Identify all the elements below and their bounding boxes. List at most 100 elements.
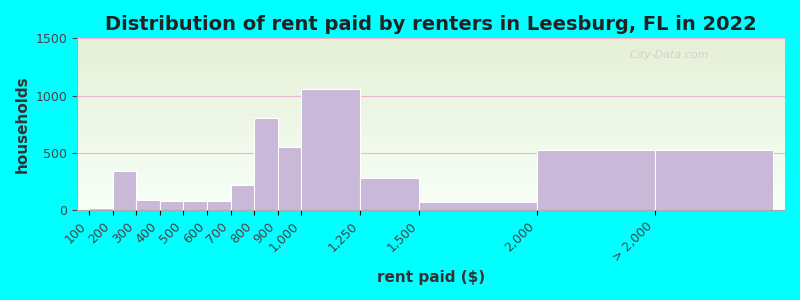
Bar	[77, 155, 785, 157]
Bar	[254, 118, 278, 210]
Bar	[77, 174, 785, 176]
Bar	[77, 45, 785, 47]
Bar	[77, 119, 785, 121]
Bar	[77, 184, 785, 186]
Y-axis label: households: households	[15, 75, 30, 173]
Bar	[77, 169, 785, 170]
Bar	[278, 147, 302, 210]
Bar	[77, 191, 785, 193]
Bar	[160, 201, 183, 210]
Bar	[77, 177, 785, 179]
Bar	[77, 66, 785, 68]
Bar	[77, 98, 785, 100]
Bar	[538, 150, 655, 210]
Bar	[77, 38, 785, 40]
Bar	[77, 90, 785, 92]
Bar	[113, 171, 136, 210]
Bar	[230, 185, 254, 210]
Bar	[360, 178, 419, 210]
Bar	[77, 188, 785, 189]
Bar	[77, 141, 785, 143]
Bar	[77, 176, 785, 177]
Bar	[77, 162, 785, 164]
Bar	[77, 208, 785, 210]
Bar	[77, 69, 785, 71]
Bar	[77, 86, 785, 88]
Bar	[77, 109, 785, 110]
Bar	[183, 201, 207, 210]
Bar	[77, 179, 785, 181]
Bar	[77, 170, 785, 172]
Bar	[655, 150, 774, 210]
Bar	[77, 126, 785, 127]
Bar	[77, 105, 785, 107]
Bar	[77, 181, 785, 182]
Bar	[77, 103, 785, 105]
Bar	[302, 89, 360, 210]
Bar	[419, 202, 538, 210]
Bar	[77, 59, 785, 61]
Bar	[77, 198, 785, 200]
Bar	[77, 49, 785, 50]
Bar	[77, 50, 785, 52]
Bar	[77, 52, 785, 54]
Bar	[77, 143, 785, 145]
Bar	[77, 153, 785, 155]
Bar	[77, 54, 785, 56]
Bar	[77, 196, 785, 198]
Text: City-Data.com: City-Data.com	[630, 50, 709, 60]
Bar	[77, 167, 785, 169]
Bar	[77, 157, 785, 158]
Bar	[77, 100, 785, 102]
Bar	[77, 172, 785, 174]
Bar	[77, 182, 785, 184]
Bar	[77, 189, 785, 191]
Bar	[77, 68, 785, 69]
Bar	[77, 57, 785, 59]
Bar	[77, 165, 785, 167]
Bar	[77, 110, 785, 112]
Bar	[77, 129, 785, 131]
Bar	[77, 145, 785, 146]
Bar	[77, 164, 785, 165]
Bar	[77, 114, 785, 116]
Bar	[136, 200, 160, 210]
X-axis label: rent paid ($): rent paid ($)	[377, 270, 485, 285]
Bar	[77, 44, 785, 45]
Bar	[77, 112, 785, 114]
Bar	[77, 131, 785, 133]
Bar	[77, 76, 785, 78]
Bar	[77, 186, 785, 188]
Bar	[77, 203, 785, 205]
Bar	[77, 71, 785, 73]
Bar	[77, 56, 785, 57]
Bar	[77, 47, 785, 49]
Bar	[77, 134, 785, 136]
Bar	[89, 208, 113, 210]
Bar	[77, 128, 785, 129]
Bar	[77, 61, 785, 62]
Bar	[77, 62, 785, 64]
Bar	[77, 117, 785, 119]
Bar	[77, 78, 785, 80]
Bar	[207, 201, 230, 210]
Bar	[77, 80, 785, 81]
Bar	[77, 116, 785, 117]
Title: Distribution of rent paid by renters in Leesburg, FL in 2022: Distribution of rent paid by renters in …	[106, 15, 757, 34]
Bar	[77, 40, 785, 42]
Bar	[77, 73, 785, 74]
Bar	[77, 97, 785, 98]
Bar	[77, 92, 785, 93]
Bar	[77, 64, 785, 66]
Bar	[77, 160, 785, 162]
Bar	[77, 74, 785, 76]
Bar	[77, 133, 785, 134]
Bar	[77, 42, 785, 43]
Bar	[77, 152, 785, 153]
Bar	[77, 85, 785, 86]
Bar	[77, 148, 785, 150]
Bar	[77, 206, 785, 208]
Bar	[77, 81, 785, 83]
Bar	[77, 95, 785, 97]
Bar	[77, 102, 785, 103]
